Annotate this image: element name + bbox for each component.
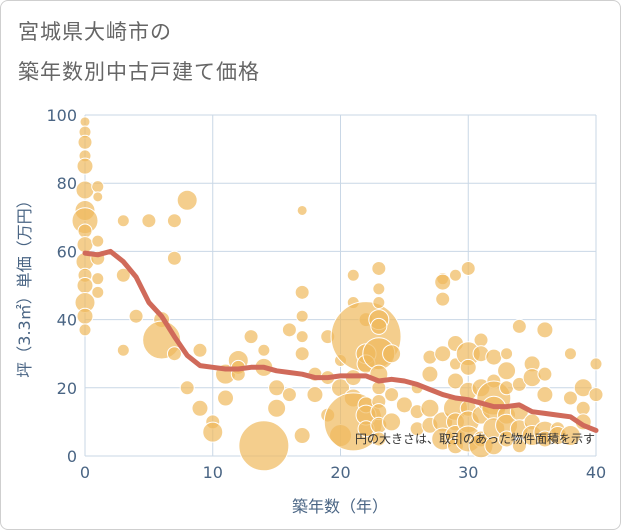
- bubble-point: [370, 317, 388, 335]
- bubble-point: [128, 308, 144, 324]
- bubble-point: [459, 358, 477, 376]
- bubble-point: [295, 330, 309, 344]
- bubble-point: [446, 372, 464, 390]
- bubble-point: [91, 285, 105, 299]
- bubble-point: [294, 346, 310, 362]
- bubble-point: [500, 347, 514, 361]
- bubble-point: [78, 323, 92, 337]
- bubble-point: [372, 296, 386, 310]
- bubble-point: [268, 379, 286, 397]
- bubble-point: [371, 260, 387, 276]
- bubble-point: [192, 342, 208, 358]
- y-tick-label: 60: [57, 242, 77, 261]
- bubble-point: [79, 116, 91, 128]
- bubble-point: [116, 343, 130, 357]
- bubble-point: [372, 282, 386, 296]
- bubble-point: [179, 380, 195, 396]
- bubble-point: [536, 386, 554, 404]
- bubble-point: [116, 214, 130, 228]
- bubble-point: [166, 346, 182, 362]
- x-tick-label: 40: [586, 463, 606, 482]
- bubble-point: [435, 291, 451, 307]
- bubble-point: [267, 398, 287, 418]
- chart-title-line1: 宮城県大崎市の: [18, 20, 172, 44]
- bubble-point: [306, 386, 324, 404]
- x-tick-label: 0: [80, 463, 90, 482]
- y-axis-label: 坪（3.3㎡）単価（万円）: [15, 192, 34, 377]
- bubble-point: [217, 389, 235, 407]
- trend-line: [82, 248, 599, 433]
- bubble-point: [536, 321, 554, 339]
- bubble-point: [434, 345, 452, 363]
- bubble-point: [91, 180, 105, 194]
- bubble-point: [575, 400, 591, 416]
- y-tick-label: 80: [57, 174, 77, 193]
- bubble-point: [191, 399, 209, 417]
- bubble-point: [562, 390, 578, 406]
- bubble-point: [511, 318, 527, 334]
- bubble-point: [371, 431, 387, 447]
- bubble-point: [281, 387, 297, 403]
- bubble-point: [91, 272, 105, 286]
- bubble-point: [421, 365, 439, 383]
- axis-ticks: 0 10 20 30 40 0 20 40 60 80 100: [46, 106, 606, 482]
- y-tick-label: 0: [67, 447, 77, 466]
- bubble-point: [473, 332, 489, 348]
- bubble-point: [589, 357, 603, 371]
- y-tick-label: 20: [57, 379, 77, 398]
- bubble-point: [92, 191, 104, 203]
- bubble-point: [537, 366, 553, 382]
- bubble-point: [294, 284, 310, 300]
- bubble-point: [91, 234, 105, 248]
- bubble-point: [257, 343, 271, 357]
- bubble-point: [296, 204, 308, 216]
- bubble-point: [395, 396, 413, 414]
- bubble-point: [588, 387, 604, 403]
- bubble-point: [77, 134, 93, 150]
- bubble-point: [281, 322, 297, 338]
- bubble-point: [384, 387, 400, 403]
- bubble-point: [76, 277, 94, 294]
- bubble-point: [243, 329, 259, 345]
- y-tick-label: 40: [57, 311, 77, 330]
- x-tick-label: 30: [458, 463, 478, 482]
- bubble-point: [499, 380, 515, 396]
- bubble-point: [295, 309, 309, 323]
- bubble-point: [202, 421, 224, 443]
- bubble-point: [563, 347, 577, 361]
- bubble-point: [76, 236, 94, 254]
- bubble-point: [176, 189, 198, 211]
- bubble-point: [559, 425, 581, 447]
- bubble-point: [115, 267, 131, 283]
- bubble-point: [346, 268, 360, 282]
- bubble-point: [485, 348, 503, 366]
- bubble-point: [166, 213, 182, 229]
- bubble-point: [511, 438, 527, 454]
- chart-note: 円の大きさは、取引のあった物件面積を示す: [355, 431, 595, 446]
- bubble-point: [573, 378, 593, 398]
- x-axis-label: 築年数（年）: [292, 497, 388, 516]
- bubble-point: [75, 180, 95, 200]
- x-tick-label: 10: [203, 463, 223, 482]
- bubble-point: [77, 223, 93, 239]
- bubble-point: [293, 427, 311, 445]
- bubble-point: [238, 420, 290, 472]
- bubble-point: [76, 157, 94, 175]
- y-tick-label: 100: [46, 106, 77, 125]
- x-tick-label: 20: [330, 463, 350, 482]
- bubble-point: [382, 344, 402, 364]
- bubble-point: [448, 268, 462, 282]
- bubble-point: [141, 213, 157, 229]
- bubble-point: [498, 430, 516, 448]
- bubble-point: [382, 412, 402, 432]
- bubble-point: [434, 273, 452, 291]
- bubble-point: [166, 250, 182, 266]
- bubble-point: [497, 361, 517, 381]
- chart-title-line2: 築年数別中古戸建て価格: [18, 60, 260, 84]
- bubble-point: [76, 307, 94, 325]
- bubble-point: [460, 260, 476, 276]
